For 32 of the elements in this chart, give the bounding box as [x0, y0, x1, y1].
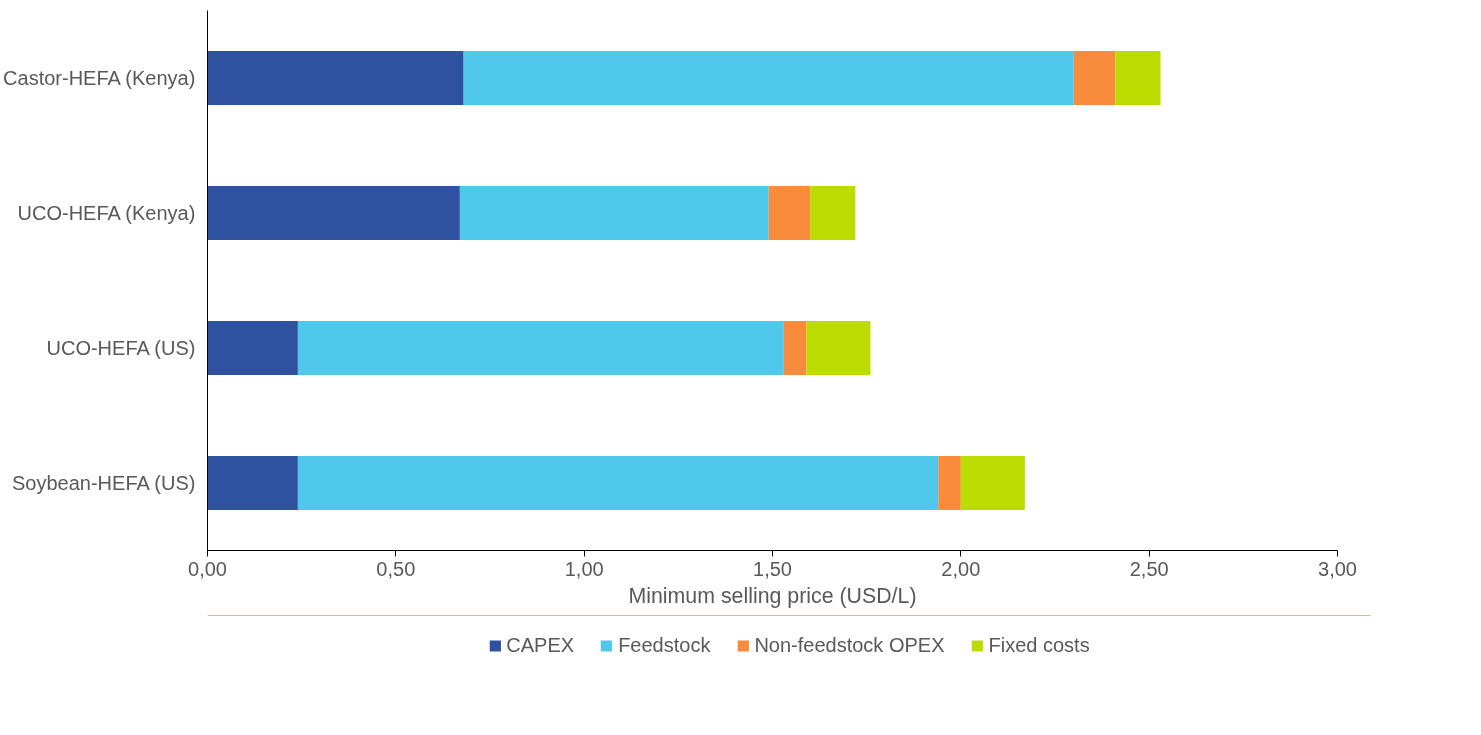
bar	[806, 321, 871, 375]
bar	[768, 186, 811, 240]
x-tick-label: 2,50	[1129, 557, 1169, 580]
x-tick-label: 3,00	[1318, 557, 1357, 580]
y-tick-label: UCO-HEFA (Kenya)	[17, 202, 196, 224]
bar	[810, 186, 856, 240]
bar	[207, 186, 460, 240]
x-tick-label: 2,00	[941, 557, 981, 580]
bar	[459, 186, 769, 240]
bar	[207, 51, 464, 105]
bar	[297, 321, 784, 375]
bar	[960, 456, 1025, 510]
bar	[1073, 51, 1116, 105]
bar	[207, 321, 298, 375]
bar	[297, 456, 939, 510]
legend-label: CAPEX	[506, 633, 575, 657]
y-tick-label: Castor-HEFA (Kenya)	[3, 67, 196, 89]
legend-label: Feedstock	[618, 633, 711, 657]
bar	[938, 456, 961, 510]
y-tick-label: UCO-HEFA (US)	[46, 337, 196, 359]
bar	[463, 51, 1074, 105]
x-tick-label: 1,50	[753, 557, 792, 580]
x-tick-label: 0,00	[188, 557, 227, 580]
bar	[783, 321, 807, 375]
bar	[1115, 51, 1161, 105]
bar	[207, 456, 298, 510]
y-tick-label: Soybean-HEFA (US)	[11, 472, 196, 494]
x-tick-label: 1,00	[564, 557, 604, 580]
legend-label: Fixed costs	[988, 633, 1090, 657]
x-axis-title: Minimum selling price (USD/L)	[628, 583, 917, 608]
x-tick-label: 0,50	[376, 557, 416, 580]
legend-label: Non-feedstock OPEX	[754, 633, 945, 657]
